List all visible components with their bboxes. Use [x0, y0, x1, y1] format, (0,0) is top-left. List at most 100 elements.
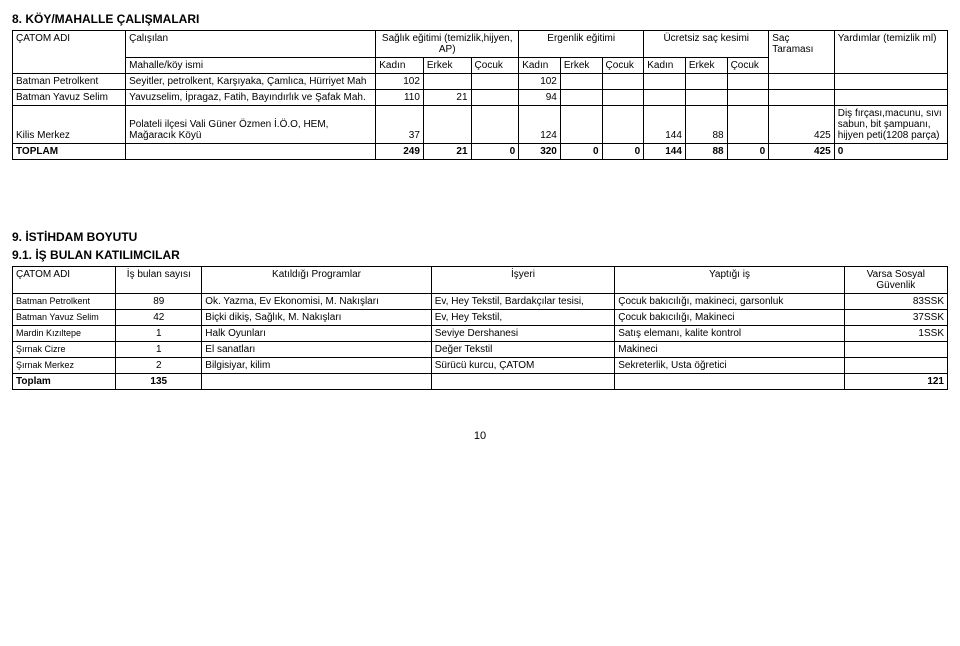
cell-value: El sanatları	[202, 342, 431, 358]
section2-title: 9. İSTİHDAM BOYUTU	[12, 230, 948, 244]
table-row: Şırnak Merkez 2 Bilgisiyar, kilim Sürücü…	[13, 358, 948, 374]
col-header: Sağlık eğitimi (temizlik,hijyen, AP)	[376, 31, 519, 58]
cell-catom: Şırnak Cizre	[13, 342, 116, 358]
cell-catom: Batman Petrolkent	[13, 294, 116, 310]
table-row: Batman Petrolkent 89 Ok. Yazma, Ev Ekono…	[13, 294, 948, 310]
table-row: Batman Yavuz Selim 42 Biçki dikiş, Sağlı…	[13, 310, 948, 326]
cell-value: 1	[116, 342, 202, 358]
col-header: ÇATOM ADI	[13, 267, 116, 294]
cell-mahalle: Seyitler, petrolkent, Karşıyaka, Çamlıca…	[126, 74, 376, 90]
cell-value: 121	[844, 374, 947, 390]
cell-value: Satış elemanı, kalite kontrol	[615, 326, 844, 342]
table-istihdam: ÇATOM ADI İş bulan sayısı Katıldığı Prog…	[12, 266, 948, 390]
col-header: Çalışılan	[126, 31, 376, 58]
cell-catom: Kilis Merkez	[13, 106, 126, 144]
col-header: Çocuk	[602, 58, 644, 74]
cell-value	[844, 358, 947, 374]
cell-value: 249	[376, 144, 424, 160]
col-header: Erkek	[560, 58, 602, 74]
col-header: Mahalle/köy ismi	[126, 58, 376, 74]
cell-value	[727, 106, 769, 144]
cell-value	[727, 90, 769, 106]
cell-value	[560, 90, 602, 106]
cell-value: Ev, Hey Tekstil, Bardakçılar tesisi,	[431, 294, 615, 310]
col-header: İş bulan sayısı	[116, 267, 202, 294]
col-header: İşyeri	[431, 267, 615, 294]
total-label: TOPLAM	[13, 144, 126, 160]
col-header: Kadın	[644, 58, 686, 74]
cell-value: 0	[834, 144, 947, 160]
table-row: ÇATOM ADI Çalışılan Sağlık eğitimi (temi…	[13, 31, 948, 58]
cell-catom: Batman Yavuz Selim	[13, 310, 116, 326]
col-header: Saç Taraması	[769, 31, 835, 74]
col-header: Ücretsiz saç kesimi	[644, 31, 769, 58]
cell-mahalle: Yavuzselim, İpragaz, Fatih, Bayındırlık …	[126, 90, 376, 106]
cell-catom: Mardin Kızıltepe	[13, 326, 116, 342]
cell-value: 21	[423, 90, 471, 106]
cell-value	[769, 74, 835, 90]
table-row: Mardin Kızıltepe 1 Halk Oyunları Seviye …	[13, 326, 948, 342]
cell-value: 135	[116, 374, 202, 390]
col-header: Yaptığı iş	[615, 267, 844, 294]
cell-value: 1SSK	[844, 326, 947, 342]
table-row: Şırnak Cizre 1 El sanatları Değer Teksti…	[13, 342, 948, 358]
table-koy-mahalle: ÇATOM ADI Çalışılan Sağlık eğitimi (temi…	[12, 30, 948, 160]
col-header: Kadın	[519, 58, 561, 74]
cell-value: 0	[602, 144, 644, 160]
col-header: Yardımlar (temizlik ml)	[834, 31, 947, 74]
cell-value: 21	[423, 144, 471, 160]
cell-value: Değer Tekstil	[431, 342, 615, 358]
cell-value: Sürücü kurcu, ÇATOM	[431, 358, 615, 374]
col-header: ÇATOM ADI	[13, 31, 126, 74]
table-row-total: TOPLAM 249 21 0 320 0 0 144 88 0 425 0	[13, 144, 948, 160]
col-header: Erkek	[685, 58, 727, 74]
cell-value	[769, 90, 835, 106]
cell-value: 88	[685, 106, 727, 144]
cell-value	[431, 374, 615, 390]
cell-value	[126, 144, 376, 160]
col-header: Varsa Sosyal Güvenlik	[844, 267, 947, 294]
section1-title: 8. KÖY/MAHALLE ÇALIŞMALARI	[12, 12, 948, 26]
cell-value	[602, 74, 644, 90]
cell-value	[423, 74, 471, 90]
cell-value: 102	[519, 74, 561, 90]
section2-subtitle: 9.1. İŞ BULAN KATILIMCILAR	[12, 248, 948, 262]
cell-value	[615, 374, 844, 390]
cell-value: 37	[376, 106, 424, 144]
table-row: ÇATOM ADI İş bulan sayısı Katıldığı Prog…	[13, 267, 948, 294]
cell-value	[834, 90, 947, 106]
cell-value: 124	[519, 106, 561, 144]
cell-value: 88	[685, 144, 727, 160]
page-number: 10	[12, 430, 948, 442]
cell-value: 0	[471, 144, 519, 160]
cell-value: Makineci	[615, 342, 844, 358]
cell-value	[602, 106, 644, 144]
cell-value	[471, 90, 519, 106]
cell-value: Diş fırçası,macunu, sıvı sabun, bit şamp…	[834, 106, 947, 144]
cell-value: 144	[644, 106, 686, 144]
cell-value	[423, 106, 471, 144]
cell-value: 0	[560, 144, 602, 160]
cell-value	[471, 74, 519, 90]
col-header: Katıldığı Programlar	[202, 267, 431, 294]
cell-value: 144	[644, 144, 686, 160]
cell-value: Seviye Dershanesi	[431, 326, 615, 342]
cell-value	[727, 74, 769, 90]
cell-value	[844, 342, 947, 358]
cell-value: Bilgisiyar, kilim	[202, 358, 431, 374]
cell-value: Ev, Hey Tekstil,	[431, 310, 615, 326]
col-header: Çocuk	[727, 58, 769, 74]
col-header: Kadın	[376, 58, 424, 74]
col-header: Erkek	[423, 58, 471, 74]
col-header: Ergenlik eğitimi	[519, 31, 644, 58]
cell-catom: Şırnak Merkez	[13, 358, 116, 374]
cell-value	[560, 106, 602, 144]
table-row: Kilis Merkez Polateli ilçesi Vali Güner …	[13, 106, 948, 144]
cell-value	[560, 74, 602, 90]
cell-value	[644, 90, 686, 106]
table-row: Batman Petrolkent Seyitler, petrolkent, …	[13, 74, 948, 90]
cell-mahalle: Polateli ilçesi Vali Güner Özmen İ.Ö.O, …	[126, 106, 376, 144]
col-header: Çocuk	[471, 58, 519, 74]
cell-value: 83SSK	[844, 294, 947, 310]
cell-value	[202, 374, 431, 390]
